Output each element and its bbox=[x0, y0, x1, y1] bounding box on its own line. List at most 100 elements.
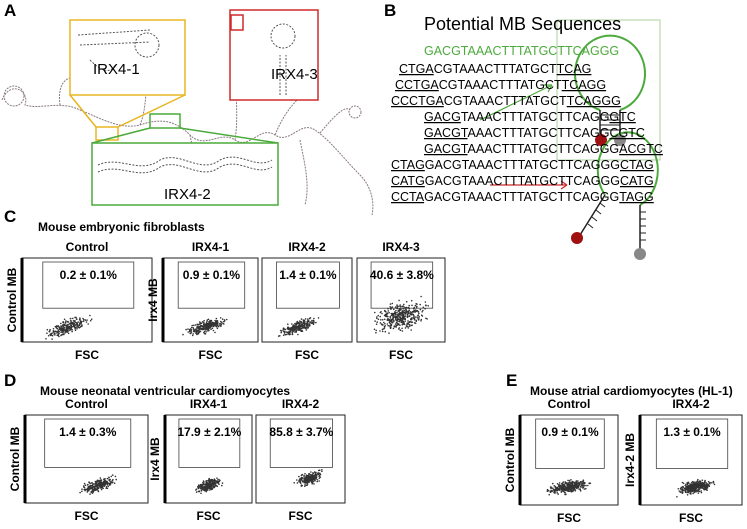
event-dot bbox=[208, 483, 211, 486]
event-dot bbox=[100, 488, 103, 491]
event-dot bbox=[203, 331, 205, 334]
sequence-part: TCAG bbox=[557, 62, 592, 76]
event-dot bbox=[556, 492, 558, 494]
event-dot bbox=[198, 484, 200, 487]
event-dot bbox=[406, 316, 409, 318]
event-dot bbox=[310, 471, 312, 473]
event-dot bbox=[553, 485, 555, 487]
zoom-label: IRX4-3 bbox=[271, 66, 318, 83]
event-dot bbox=[394, 319, 397, 321]
event-dot bbox=[316, 479, 319, 481]
event-dot bbox=[403, 303, 405, 306]
event-dot bbox=[114, 475, 117, 478]
event-dot bbox=[302, 327, 305, 329]
event-dot bbox=[191, 334, 194, 337]
event-dot bbox=[211, 325, 213, 328]
event-dot bbox=[311, 322, 314, 325]
event-dot bbox=[96, 486, 98, 489]
event-dot bbox=[93, 485, 96, 488]
event-dot bbox=[308, 325, 311, 327]
event-dot bbox=[583, 484, 586, 487]
event-dot bbox=[199, 327, 201, 329]
plot-frame bbox=[255, 414, 346, 504]
event-dot bbox=[203, 330, 206, 333]
event-dot bbox=[319, 472, 321, 475]
event-dot bbox=[381, 330, 384, 333]
event-dot bbox=[396, 316, 398, 319]
panel-title: Potential MB Sequences bbox=[424, 14, 621, 34]
event-dot bbox=[294, 325, 296, 328]
event-dot bbox=[314, 474, 316, 477]
flow-plot: IRX4-1 0.9 ± 0.1% FSC Irx4 MB bbox=[146, 240, 259, 362]
event-dot bbox=[84, 489, 86, 492]
event-dot bbox=[399, 304, 402, 306]
event-dot bbox=[208, 485, 211, 487]
event-dot bbox=[693, 491, 695, 494]
event-dot bbox=[705, 483, 708, 486]
event-dot bbox=[74, 316, 76, 319]
event-dot bbox=[389, 317, 392, 319]
event-dot bbox=[406, 322, 409, 325]
event-dot bbox=[214, 331, 216, 334]
event-dot bbox=[707, 481, 710, 483]
plot-title: IRX4-2 bbox=[282, 397, 320, 411]
beacon-diagrams bbox=[479, 19, 661, 260]
event-dot bbox=[397, 323, 400, 326]
event-dot bbox=[316, 480, 319, 483]
event-dot bbox=[397, 328, 400, 330]
gate-value: 0.9 ± 0.1% bbox=[541, 425, 599, 439]
event-dot bbox=[299, 478, 302, 480]
event-dot bbox=[680, 488, 682, 491]
event-dot bbox=[558, 482, 561, 484]
sequence-part: CTGA bbox=[399, 62, 434, 76]
gate bbox=[42, 261, 135, 309]
event-dot bbox=[299, 324, 302, 327]
event-dot bbox=[390, 312, 393, 315]
event-dot bbox=[386, 319, 389, 321]
event-dot bbox=[298, 479, 300, 482]
event-dot bbox=[413, 318, 416, 321]
event-dot bbox=[203, 322, 205, 325]
event-dot bbox=[99, 486, 102, 488]
event-dot bbox=[60, 325, 62, 327]
event-dot bbox=[287, 328, 290, 331]
beacon-sequence: CCTAGACGTAAACTTTATGCTTCAGGGTAGG bbox=[391, 190, 654, 204]
event-dot bbox=[308, 472, 311, 475]
gate-value: 0.9 ± 0.1% bbox=[183, 268, 241, 282]
event-dot bbox=[563, 485, 566, 488]
event-dot bbox=[376, 317, 378, 320]
event-dot bbox=[399, 305, 402, 308]
y-axis-label: Irx4-2 MB bbox=[623, 433, 637, 487]
event-dot bbox=[553, 489, 555, 492]
event-dot bbox=[701, 481, 704, 484]
event-dot bbox=[98, 484, 101, 487]
event-dot bbox=[86, 491, 89, 493]
event-dot bbox=[110, 475, 113, 478]
event-dot bbox=[415, 302, 418, 305]
sequence-part: AAACTTTATGCTTCAGG bbox=[468, 126, 610, 140]
x-axis-label: FSC bbox=[557, 511, 581, 525]
event-dot bbox=[425, 304, 427, 307]
event-dot bbox=[300, 474, 303, 477]
event-dot bbox=[101, 484, 104, 487]
event-dot bbox=[569, 482, 572, 485]
event-dot bbox=[695, 489, 697, 491]
event-dot bbox=[712, 482, 715, 484]
event-dot bbox=[692, 488, 694, 491]
event-dot bbox=[296, 327, 299, 329]
sequence-part: AAACTTTATGCTTCAGGG bbox=[468, 142, 620, 156]
event-dot bbox=[217, 324, 219, 326]
event-dot bbox=[63, 318, 66, 321]
sequence-part: CGTC bbox=[609, 126, 644, 140]
event-dot bbox=[321, 469, 323, 471]
event-dot bbox=[216, 485, 219, 488]
event-dot bbox=[221, 484, 223, 487]
event-dot bbox=[81, 488, 83, 491]
event-dot bbox=[215, 325, 218, 327]
event-dot bbox=[315, 321, 317, 324]
event-dot bbox=[213, 485, 216, 488]
event-dot bbox=[376, 316, 378, 318]
event-dot bbox=[75, 316, 77, 319]
event-dot bbox=[108, 482, 111, 485]
event-dot bbox=[77, 325, 79, 328]
